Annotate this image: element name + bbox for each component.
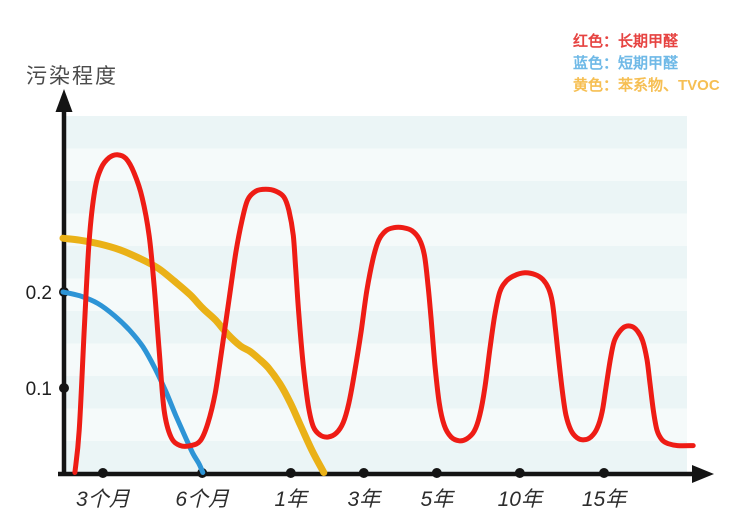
- y-tick-label: 0.1: [26, 379, 52, 400]
- x-tick-label: 5年: [420, 488, 455, 511]
- y-axis-arrow: [55, 89, 73, 112]
- plot-background-stripe: [66, 311, 687, 344]
- y-axis-title: 污染程度: [26, 65, 118, 88]
- plot-background-stripe: [66, 116, 687, 149]
- x-tick-dot: [358, 468, 369, 478]
- series-line-long-term-formaldehyde: [72, 152, 696, 475]
- x-tick-dot: [431, 468, 442, 478]
- plot-background-stripe: [66, 181, 687, 214]
- x-tick-label: 3年: [347, 488, 382, 511]
- legend-item-benzene-tvoc: 黄色：苯系物、TVOC: [573, 77, 720, 94]
- x-tick-label: 6个月: [175, 488, 230, 511]
- x-tick-dot: [599, 468, 609, 478]
- x-axis-arrow: [692, 465, 714, 483]
- x-tick-label: 1年: [274, 488, 309, 511]
- x-tick-dot: [285, 468, 296, 478]
- plot-background-stripe: [66, 148, 687, 181]
- y-tick-dot: [59, 383, 69, 393]
- plot-background-stripe: [66, 441, 687, 472]
- x-tick-label: 15年: [582, 488, 628, 511]
- x-tick-label: 3个月: [76, 488, 131, 511]
- y-tick-label: 0.2: [26, 283, 52, 304]
- x-tick-dot: [514, 468, 525, 478]
- legend-item-long-term-formaldehyde: 红色：长期甲醛: [573, 33, 679, 50]
- x-tick-label: 10年: [498, 488, 544, 511]
- chart-legend: 红色：长期甲醛 蓝色：短期甲醛 黄色：苯系物、TVOC: [573, 31, 720, 97]
- series-line-short-term-formaldehyde: [60, 289, 206, 475]
- plot-background-stripe: [66, 278, 687, 311]
- series-line-benzene-tvoc: [59, 234, 328, 476]
- plot-background-stripe: [66, 343, 687, 376]
- legend-item-short-term-formaldehyde: 蓝色：短期甲醛: [573, 55, 679, 72]
- x-tick-dot: [97, 468, 108, 478]
